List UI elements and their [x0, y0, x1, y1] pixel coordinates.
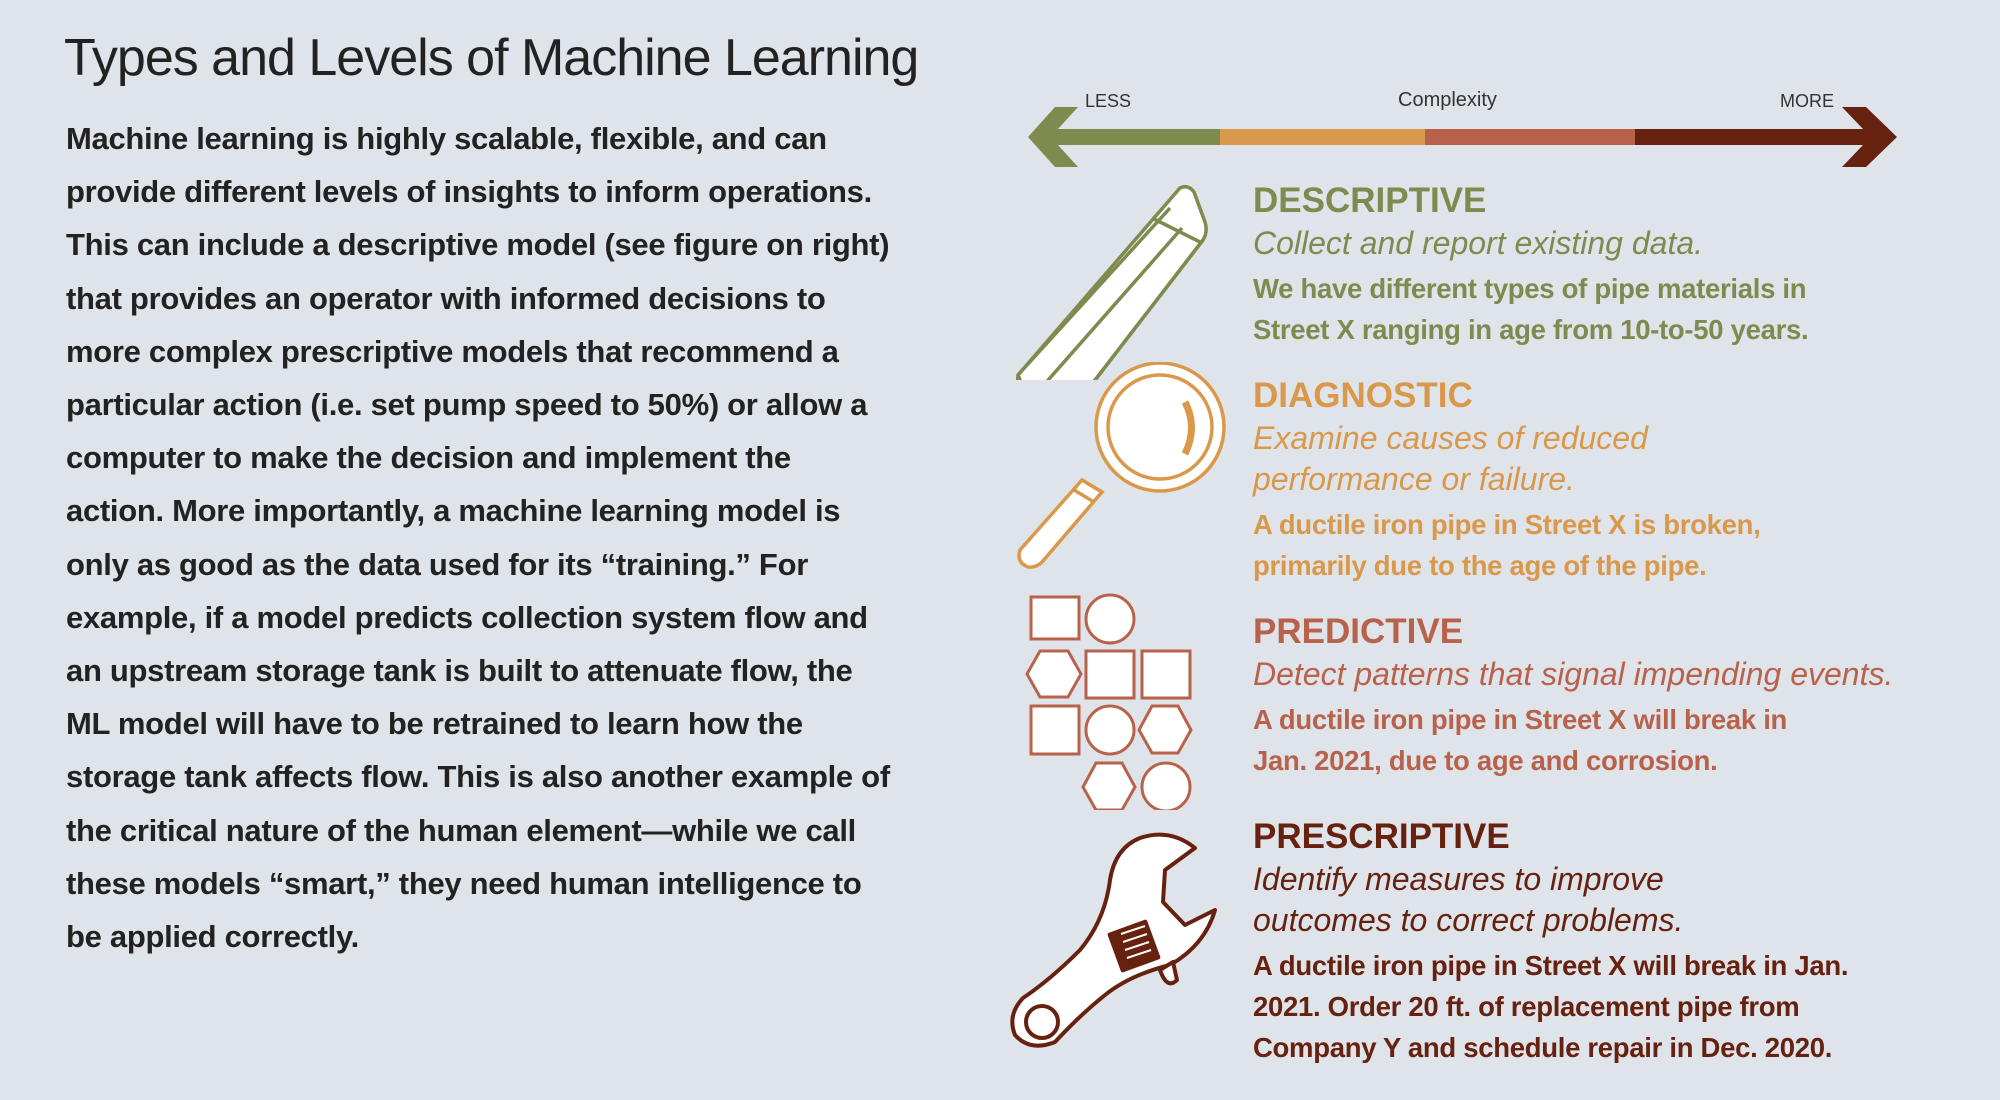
- less-label: LESS: [1085, 91, 1132, 111]
- level-subtitle: Identify measures to improve outcomes to…: [1253, 861, 1684, 938]
- more-label: MORE: [1780, 91, 1834, 111]
- level-subtitle: Collect and report existing data.: [1253, 225, 1704, 261]
- arrow-segment-3: [1425, 129, 1635, 145]
- complexity-arrow: [1028, 107, 1897, 167]
- level-subtitle: Examine causes of reduced performance or…: [1253, 420, 1648, 497]
- level-prescriptive: PRESCRIPTIVE Identify measures to improv…: [1253, 817, 1973, 1068]
- page-title: Types and Levels of Machine Learning: [64, 29, 919, 87]
- level-example: A ductile iron pipe in Street X will bre…: [1253, 950, 1849, 1063]
- level-example: A ductile iron pipe in Street X is broke…: [1253, 509, 1761, 581]
- magnifying-glass-icon: [1017, 362, 1226, 569]
- level-subtitle: Detect patterns that signal impending ev…: [1253, 656, 1894, 692]
- arrow-segment-less: [1028, 107, 1220, 167]
- complexity-label: Complexity: [1398, 89, 1497, 111]
- shapes-pattern-icon: [1025, 593, 1193, 810]
- level-example: A ductile iron pipe in Street X will bre…: [1253, 704, 1788, 776]
- pencil-icon: [1015, 184, 1208, 380]
- wrench-icon: [1010, 832, 1217, 1048]
- level-descriptive: DESCRIPTIVE Collect and report existing …: [1253, 181, 1973, 350]
- level-title: PRESCRIPTIVE: [1253, 817, 1510, 856]
- body-paragraph: Machine learning is highly scalable, fle…: [66, 121, 890, 955]
- level-title: DIAGNOSTIC: [1253, 376, 1473, 415]
- arrow-segment-more: [1635, 107, 1897, 167]
- level-title: PREDICTIVE: [1253, 612, 1464, 651]
- level-diagnostic: DIAGNOSTIC Examine causes of reduced per…: [1253, 376, 1973, 586]
- level-title: DESCRIPTIVE: [1253, 181, 1487, 220]
- level-example: We have different types of pipe material…: [1253, 273, 1809, 345]
- level-predictive: PREDICTIVE Detect patterns that signal i…: [1253, 612, 1973, 781]
- arrow-segment-2: [1220, 129, 1425, 145]
